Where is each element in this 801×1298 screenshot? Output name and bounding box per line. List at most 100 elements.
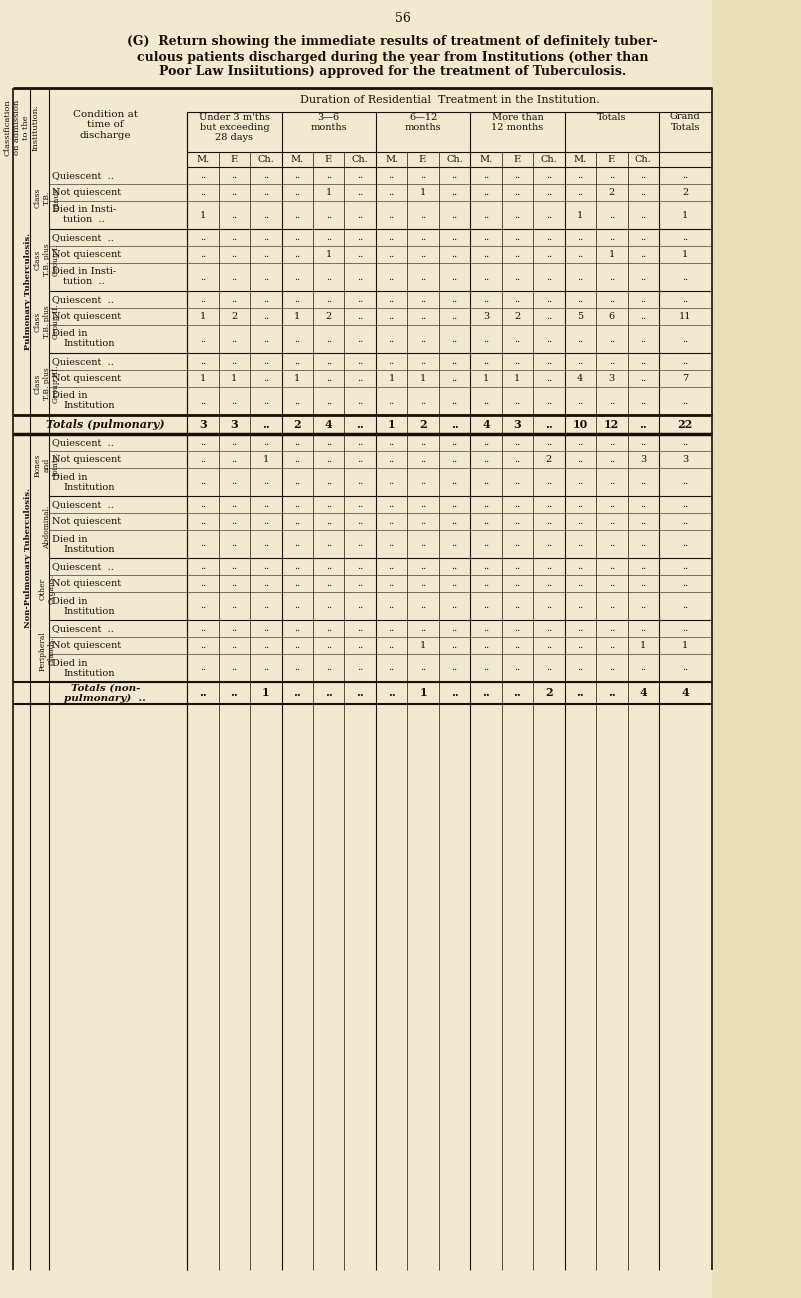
Text: ..: .. — [294, 663, 300, 672]
Text: ..: .. — [357, 624, 364, 633]
Text: Not quiescent: Not quiescent — [52, 251, 121, 260]
Text: ..: .. — [483, 641, 489, 650]
Text: Not quiescent: Not quiescent — [52, 517, 121, 526]
Text: ..: .. — [483, 188, 489, 197]
Text: ..: .. — [325, 295, 332, 304]
Text: ..: .. — [514, 456, 521, 463]
Text: ..: .. — [608, 688, 616, 698]
Text: ..: .. — [294, 579, 300, 588]
Text: ..: .. — [682, 601, 688, 610]
Text: ..: .. — [293, 688, 301, 698]
Text: Poor Law Insiitutions) approved for the treatment of Tuberculosis.: Poor Law Insiitutions) approved for the … — [159, 65, 626, 78]
Text: ..: .. — [357, 456, 364, 463]
Text: ..: .. — [682, 579, 688, 588]
Text: ..: .. — [199, 437, 206, 447]
Text: ..: .. — [483, 295, 489, 304]
Text: M.: M. — [291, 156, 304, 165]
Text: Totals (pulmonary): Totals (pulmonary) — [46, 419, 164, 430]
Text: ..: .. — [420, 562, 426, 571]
Text: ..: .. — [325, 579, 332, 588]
Text: ..: .. — [231, 251, 237, 260]
Text: ..: .. — [682, 562, 688, 571]
Text: ..: .. — [545, 540, 552, 549]
Text: ..: .. — [231, 579, 237, 588]
Text: 3: 3 — [483, 312, 489, 321]
Text: ..: .. — [452, 624, 457, 633]
Text: 10: 10 — [573, 419, 588, 430]
Text: ..: .. — [451, 688, 458, 698]
Text: ..: .. — [294, 335, 300, 344]
Text: ..: .. — [356, 419, 364, 430]
Text: ..: .. — [483, 601, 489, 610]
Text: ..: .. — [420, 171, 426, 180]
Text: ..: .. — [325, 663, 332, 672]
Text: 11: 11 — [679, 312, 691, 321]
Text: F.: F. — [324, 156, 333, 165]
Text: F.: F. — [513, 156, 521, 165]
Text: 3: 3 — [199, 419, 207, 430]
Text: ..: .. — [357, 335, 364, 344]
Text: 6—12: 6—12 — [409, 113, 437, 122]
Text: ..: .. — [263, 312, 269, 321]
Text: ..: .. — [325, 437, 332, 447]
Text: ..: .. — [545, 335, 552, 344]
Text: ..: .. — [514, 478, 521, 487]
Text: ..: .. — [640, 251, 646, 260]
Text: 2: 2 — [514, 312, 521, 321]
Text: ..: .. — [357, 171, 364, 180]
Text: ..: .. — [578, 357, 583, 366]
Text: ..: .. — [578, 540, 583, 549]
Text: ..: .. — [325, 500, 332, 509]
Text: ..: .. — [420, 456, 426, 463]
Text: ..: .. — [199, 188, 206, 197]
Text: 1: 1 — [294, 312, 300, 321]
Text: ..: .. — [199, 663, 206, 672]
Text: ..: .. — [483, 210, 489, 219]
Text: ..: .. — [231, 396, 237, 405]
Text: ..: .. — [357, 641, 364, 650]
Text: 1: 1 — [682, 641, 688, 650]
Text: ..: .. — [357, 396, 364, 405]
Text: ..: .. — [483, 396, 489, 405]
Text: 1: 1 — [263, 456, 269, 463]
Text: ..: .. — [294, 624, 300, 633]
Text: 1: 1 — [420, 374, 426, 383]
Text: ..: .. — [420, 273, 426, 282]
Text: ..: .. — [388, 540, 395, 549]
Text: Not quiescent: Not quiescent — [52, 374, 121, 383]
Text: ..: .. — [514, 234, 521, 241]
Text: ..: .. — [357, 540, 364, 549]
Text: Quiescent  ..: Quiescent .. — [52, 295, 114, 304]
Text: ..: .. — [263, 562, 269, 571]
Text: ..: .. — [388, 437, 395, 447]
Text: ..: .. — [199, 478, 206, 487]
Text: 3: 3 — [231, 419, 238, 430]
Text: ..: .. — [357, 295, 364, 304]
Text: ..: .. — [294, 478, 300, 487]
Text: ..: .. — [514, 624, 521, 633]
Text: ..: .. — [231, 437, 237, 447]
Text: ..: .. — [325, 456, 332, 463]
Text: Ch.: Ch. — [541, 156, 557, 165]
Text: ..: .. — [452, 295, 457, 304]
Text: ..: .. — [388, 688, 396, 698]
Text: ..: .. — [294, 357, 300, 366]
Text: ..: .. — [578, 188, 583, 197]
Text: ..: .. — [325, 234, 332, 241]
Text: ..: .. — [578, 437, 583, 447]
Text: ..: .. — [514, 251, 521, 260]
Text: ..: .. — [263, 624, 269, 633]
Text: ..: .. — [294, 234, 300, 241]
Text: ..: .. — [578, 641, 583, 650]
Text: ..: .. — [640, 295, 646, 304]
Text: ..: .. — [420, 210, 426, 219]
Text: ..: .. — [514, 500, 521, 509]
Text: ..: .. — [388, 273, 395, 282]
Text: Quiescent  ..: Quiescent .. — [52, 357, 114, 366]
Text: Quiescent  ..: Quiescent .. — [52, 500, 114, 509]
Text: ..: .. — [578, 396, 583, 405]
Text: ..: .. — [231, 562, 237, 571]
Text: ..: .. — [682, 295, 688, 304]
Text: 3: 3 — [513, 419, 521, 430]
Text: ..: .. — [452, 396, 457, 405]
